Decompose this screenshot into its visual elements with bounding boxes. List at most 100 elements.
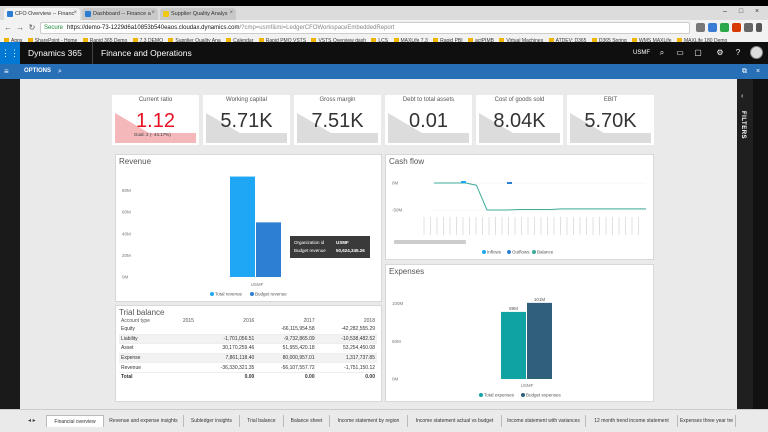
kpi-card-debt-to-total-assets[interactable]: Debt to total assets 0.01 [385,95,472,145]
url-path: /?cmp=usmf&mi=LedgerCFOWorkspaceEmbedded… [239,25,395,31]
kpi-title: EBIT [603,97,618,103]
kpi-card-cost-of-goods-sold[interactable]: Cost of goods sold 8.04K [476,95,563,145]
minimize-icon[interactable]: – [723,8,727,15]
column-header[interactable]: Account type [121,318,150,324]
table-row[interactable]: Expense 7,861,118.40 80,000,957.01 1,317,73… [119,353,377,364]
extension-icon[interactable] [732,23,741,32]
revenue-chart-panel[interactable]: Revenue 0M 20M 40M 60M 80M USMF Total revenue B… [115,154,382,302]
bookmark[interactable]: 7.3 DEMO [132,36,163,46]
chevron-left-icon[interactable]: ‹ [741,93,744,100]
navigation-menu-icon[interactable]: ≡ [4,67,9,76]
table-cell: 0.00 [244,374,255,381]
browser-tab[interactable]: CFO Overview -- Financ × [4,8,80,20]
page-tab[interactable]: Expenses three year tre [678,415,736,427]
extension-icon[interactable] [744,23,753,32]
kpi-value: 0.01 [409,110,448,132]
y-tick-label: 60M [122,210,131,215]
cashflow-chart-panel[interactable]: Cash flow 0M -50M Inflows Outflows Balance [385,154,654,260]
page-tab[interactable]: 12 month trend income statement [586,415,678,427]
bookmark[interactable]: LCS [371,36,388,46]
reload-icon[interactable]: ↻ [28,23,36,32]
search-icon[interactable]: ⌕ [659,48,665,57]
bookmark[interactable]: Apps [4,36,22,46]
column-header[interactable]: 2017 [303,318,315,324]
table-title: Trial balance [119,308,165,317]
bar [256,222,281,277]
page-tab[interactable]: Income statement by region [330,415,408,427]
page-tab[interactable]: Financial overview [46,415,104,427]
dynamics-favicon-icon [85,11,91,17]
kpi-value: 7.51K [311,110,364,132]
bookmark[interactable]: VSTS Overview dash [311,36,366,46]
close-icon[interactable]: × [73,10,77,16]
kpi-card-current-ratio[interactable]: Current ratio 1.12 Goal: 2 (- 44.17%) [112,95,199,145]
back-icon[interactable]: ← [4,23,12,32]
page-tab[interactable]: Revenue and expense insights [104,415,184,427]
column-header[interactable]: 2018 [363,318,375,324]
page-tab[interactable]: Balance sheet [284,415,330,427]
bookmark[interactable]: Rapid PBI [433,36,463,46]
forward-icon[interactable]: → [16,23,24,32]
maximize-icon[interactable]: □ [738,8,744,15]
browser-tab[interactable]: Dashboard -- Finance a × [82,8,158,20]
notification-icon[interactable]: ▢ [694,48,702,57]
page-tab[interactable]: Trial balance [240,415,284,427]
close-window-icon[interactable]: × [754,8,760,15]
page-tab[interactable]: Income statement with variances [502,415,586,427]
table-row[interactable]: Asset 30,170,259.46 51,955,420.18 53,254,45… [119,343,377,354]
browser-tab[interactable]: Supplier Quality Analys × [160,8,236,20]
table-cell [172,372,196,381]
bookmark[interactable]: D365 Spring [591,36,627,46]
search-icon[interactable]: ⌕ [58,68,62,75]
star-icon[interactable] [696,23,705,32]
options-tab[interactable]: OPTIONS [24,68,52,74]
bookmark[interactable]: Calendar [226,36,253,46]
kpi-card-gross-margin[interactable]: Gross margin 7.51K [294,95,381,145]
trial-balance-panel[interactable]: Trial balance Account type 2015 2016 201… [115,305,382,402]
page-tab[interactable]: Income statement actual vs budget [408,415,502,427]
brand-title[interactable]: Dynamics 365 [28,48,82,58]
bookmark[interactable]: WMS MAXLife [632,36,672,46]
bookmark[interactable]: Rapid 365 Demo [82,36,127,46]
close-icon[interactable]: × [151,10,155,16]
avatar[interactable] [750,46,763,59]
extension-icon[interactable] [720,23,729,32]
help-icon[interactable]: ? [735,48,741,57]
page-tab[interactable]: Subledger insights [184,415,240,427]
table-row[interactable]: Liability -1,701,056.51 -9,732,865.09 -10,5… [119,334,377,345]
bookmark[interactable]: ATDEV: D365 [548,36,586,46]
close-icon[interactable]: × [756,68,761,75]
chat-icon[interactable]: ▭ [676,48,684,57]
bookmark-icon [676,38,682,44]
filters-pane[interactable]: ‹ FILTERS [737,79,753,409]
bookmark-icon [27,38,33,44]
company-picker[interactable]: USMF [633,50,650,56]
popout-icon[interactable]: ⧉ [742,68,747,75]
chart-title: Expenses [389,267,425,276]
bookmark[interactable]: actPIMB [468,36,494,46]
gear-icon[interactable]: ⚙ [716,48,724,57]
table-total-row[interactable]: Total 0.00 0.00 0.00 [119,372,377,381]
column-header[interactable]: 2016 [243,318,255,324]
kpi-card-working-capital[interactable]: Working capital 5.71K [203,95,290,145]
table-row[interactable]: Revenue -36,330,321.35 -56,107,557.72 -1,75… [119,362,377,373]
menu-icon[interactable] [756,23,762,32]
bookmark[interactable]: Supplier Quality Ana [168,36,221,46]
bookmark[interactable]: Virtual Machines [499,36,543,46]
bookmark[interactable]: MAXLife 7.3 [393,36,428,46]
kpi-card-ebit[interactable]: EBIT 5.70K [567,95,654,145]
expenses-chart-panel[interactable]: Expenses 0M 50M 100M 89M 101M USMF Total expen… [385,264,654,402]
app-launcher-icon[interactable]: ⋮⋮ [0,42,20,64]
bookmark-icon [4,38,9,44]
url-input[interactable]: Secure https://demo-73-1229d6a10853b540ea… [40,22,690,34]
column-header[interactable]: 2015 [182,318,194,324]
table-cell: 1,317,737.85 [316,353,377,364]
bookmark[interactable]: MAXLife 180 Demo [676,36,727,46]
table-cell: Revenue [119,362,172,373]
page-nav-arrows-icon[interactable]: ◂ ▸ [28,418,36,424]
bookmark[interactable]: SharePoint - Home [27,36,77,46]
extension-icon[interactable] [708,23,717,32]
bookmark[interactable]: Rapid PMO VSTS [258,36,306,46]
close-icon[interactable]: × [229,10,233,16]
table-row[interactable]: Equity -66,115,954.58 -42,282,555.29 [119,325,377,335]
